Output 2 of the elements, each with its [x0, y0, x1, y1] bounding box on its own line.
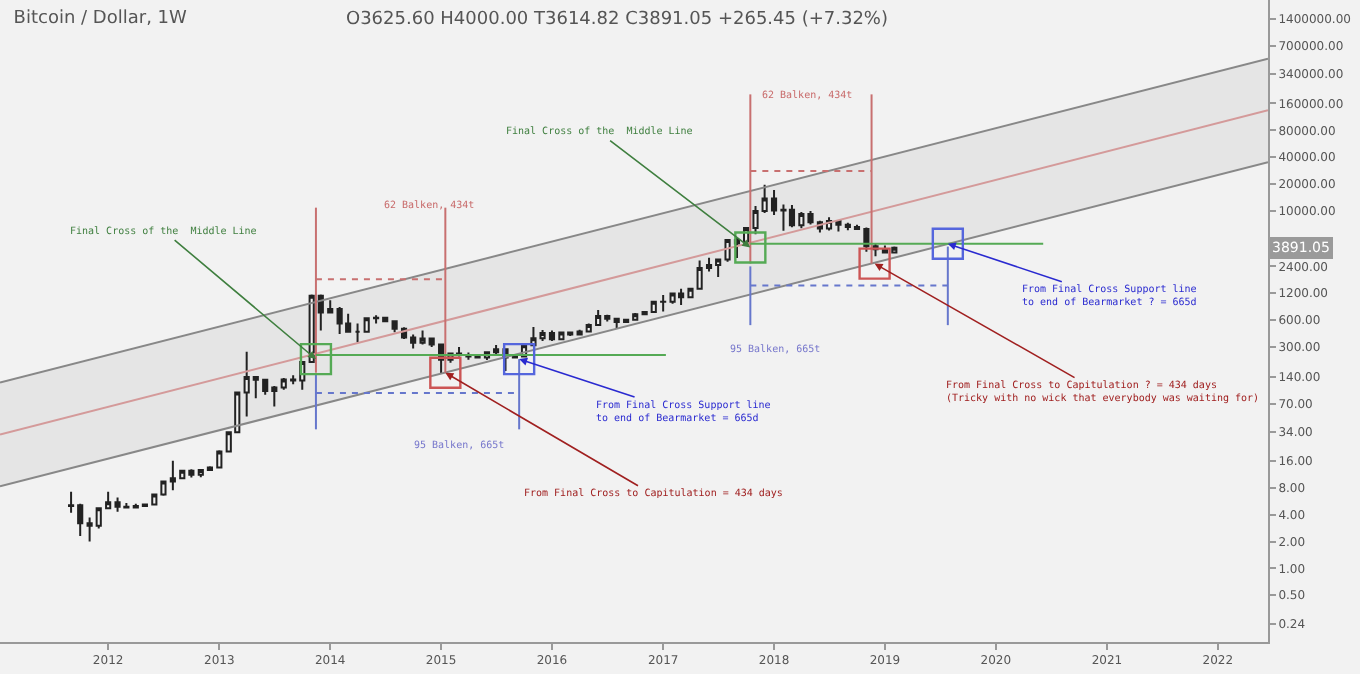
text: Bitcoin / Dollar, 1W: [13, 8, 188, 29]
text: O3625.60 H4000.00 T3614.82 C3891.05 +265.45 (+7.32%): [346, 10, 888, 30]
